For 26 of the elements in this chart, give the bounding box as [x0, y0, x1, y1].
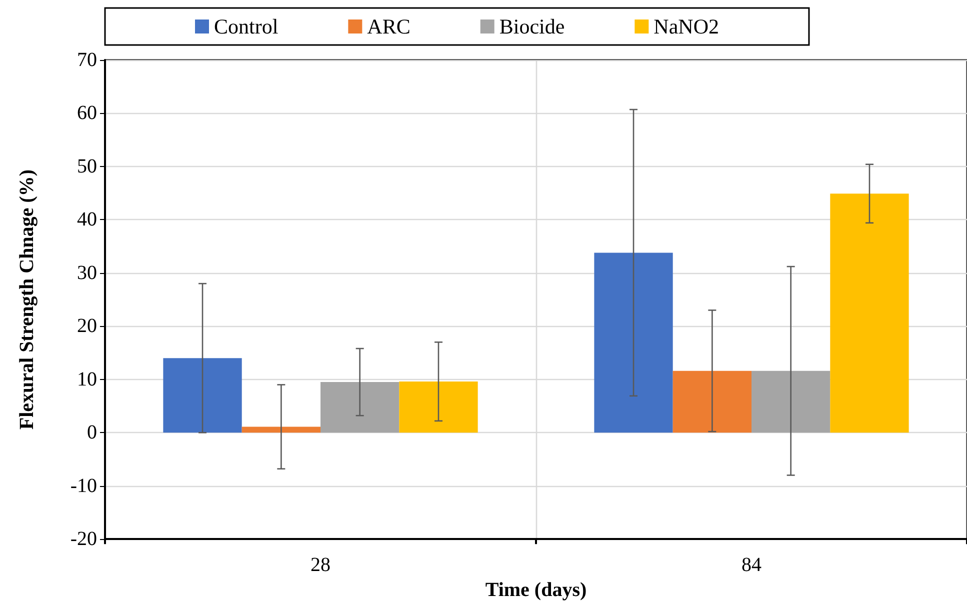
- legend-label: Control: [214, 14, 278, 38]
- y-tick-label: 40: [77, 208, 97, 231]
- y-tick-label: -10: [70, 474, 97, 497]
- bar: [672, 370, 752, 433]
- y-tick-label: 50: [77, 155, 97, 178]
- y-tick-label: 10: [77, 368, 97, 390]
- legend-label: Biocide: [499, 14, 565, 38]
- x-tick-label: 28: [310, 554, 330, 576]
- bar: [320, 382, 400, 433]
- legend-label: ARC: [367, 14, 410, 38]
- y-tick-label: 60: [77, 102, 97, 124]
- y-tick-label: 0: [87, 422, 97, 444]
- x-axis-title: Time (days): [485, 579, 587, 601]
- y-tick-label: 30: [77, 262, 97, 284]
- y-tick-label: 20: [77, 315, 97, 338]
- bar: [830, 194, 909, 433]
- bar: [752, 370, 830, 433]
- x-tick-label: 84: [742, 554, 762, 576]
- bar: [163, 358, 242, 433]
- bar: [399, 382, 478, 433]
- y-axis-title: Flexural Strength Chnage (%): [16, 169, 38, 430]
- legend-label: NaNO2: [654, 14, 719, 38]
- y-tick-label: 70: [77, 49, 97, 71]
- bar: [594, 252, 673, 433]
- bar: [242, 426, 320, 433]
- y-tick-label: -20: [70, 528, 97, 550]
